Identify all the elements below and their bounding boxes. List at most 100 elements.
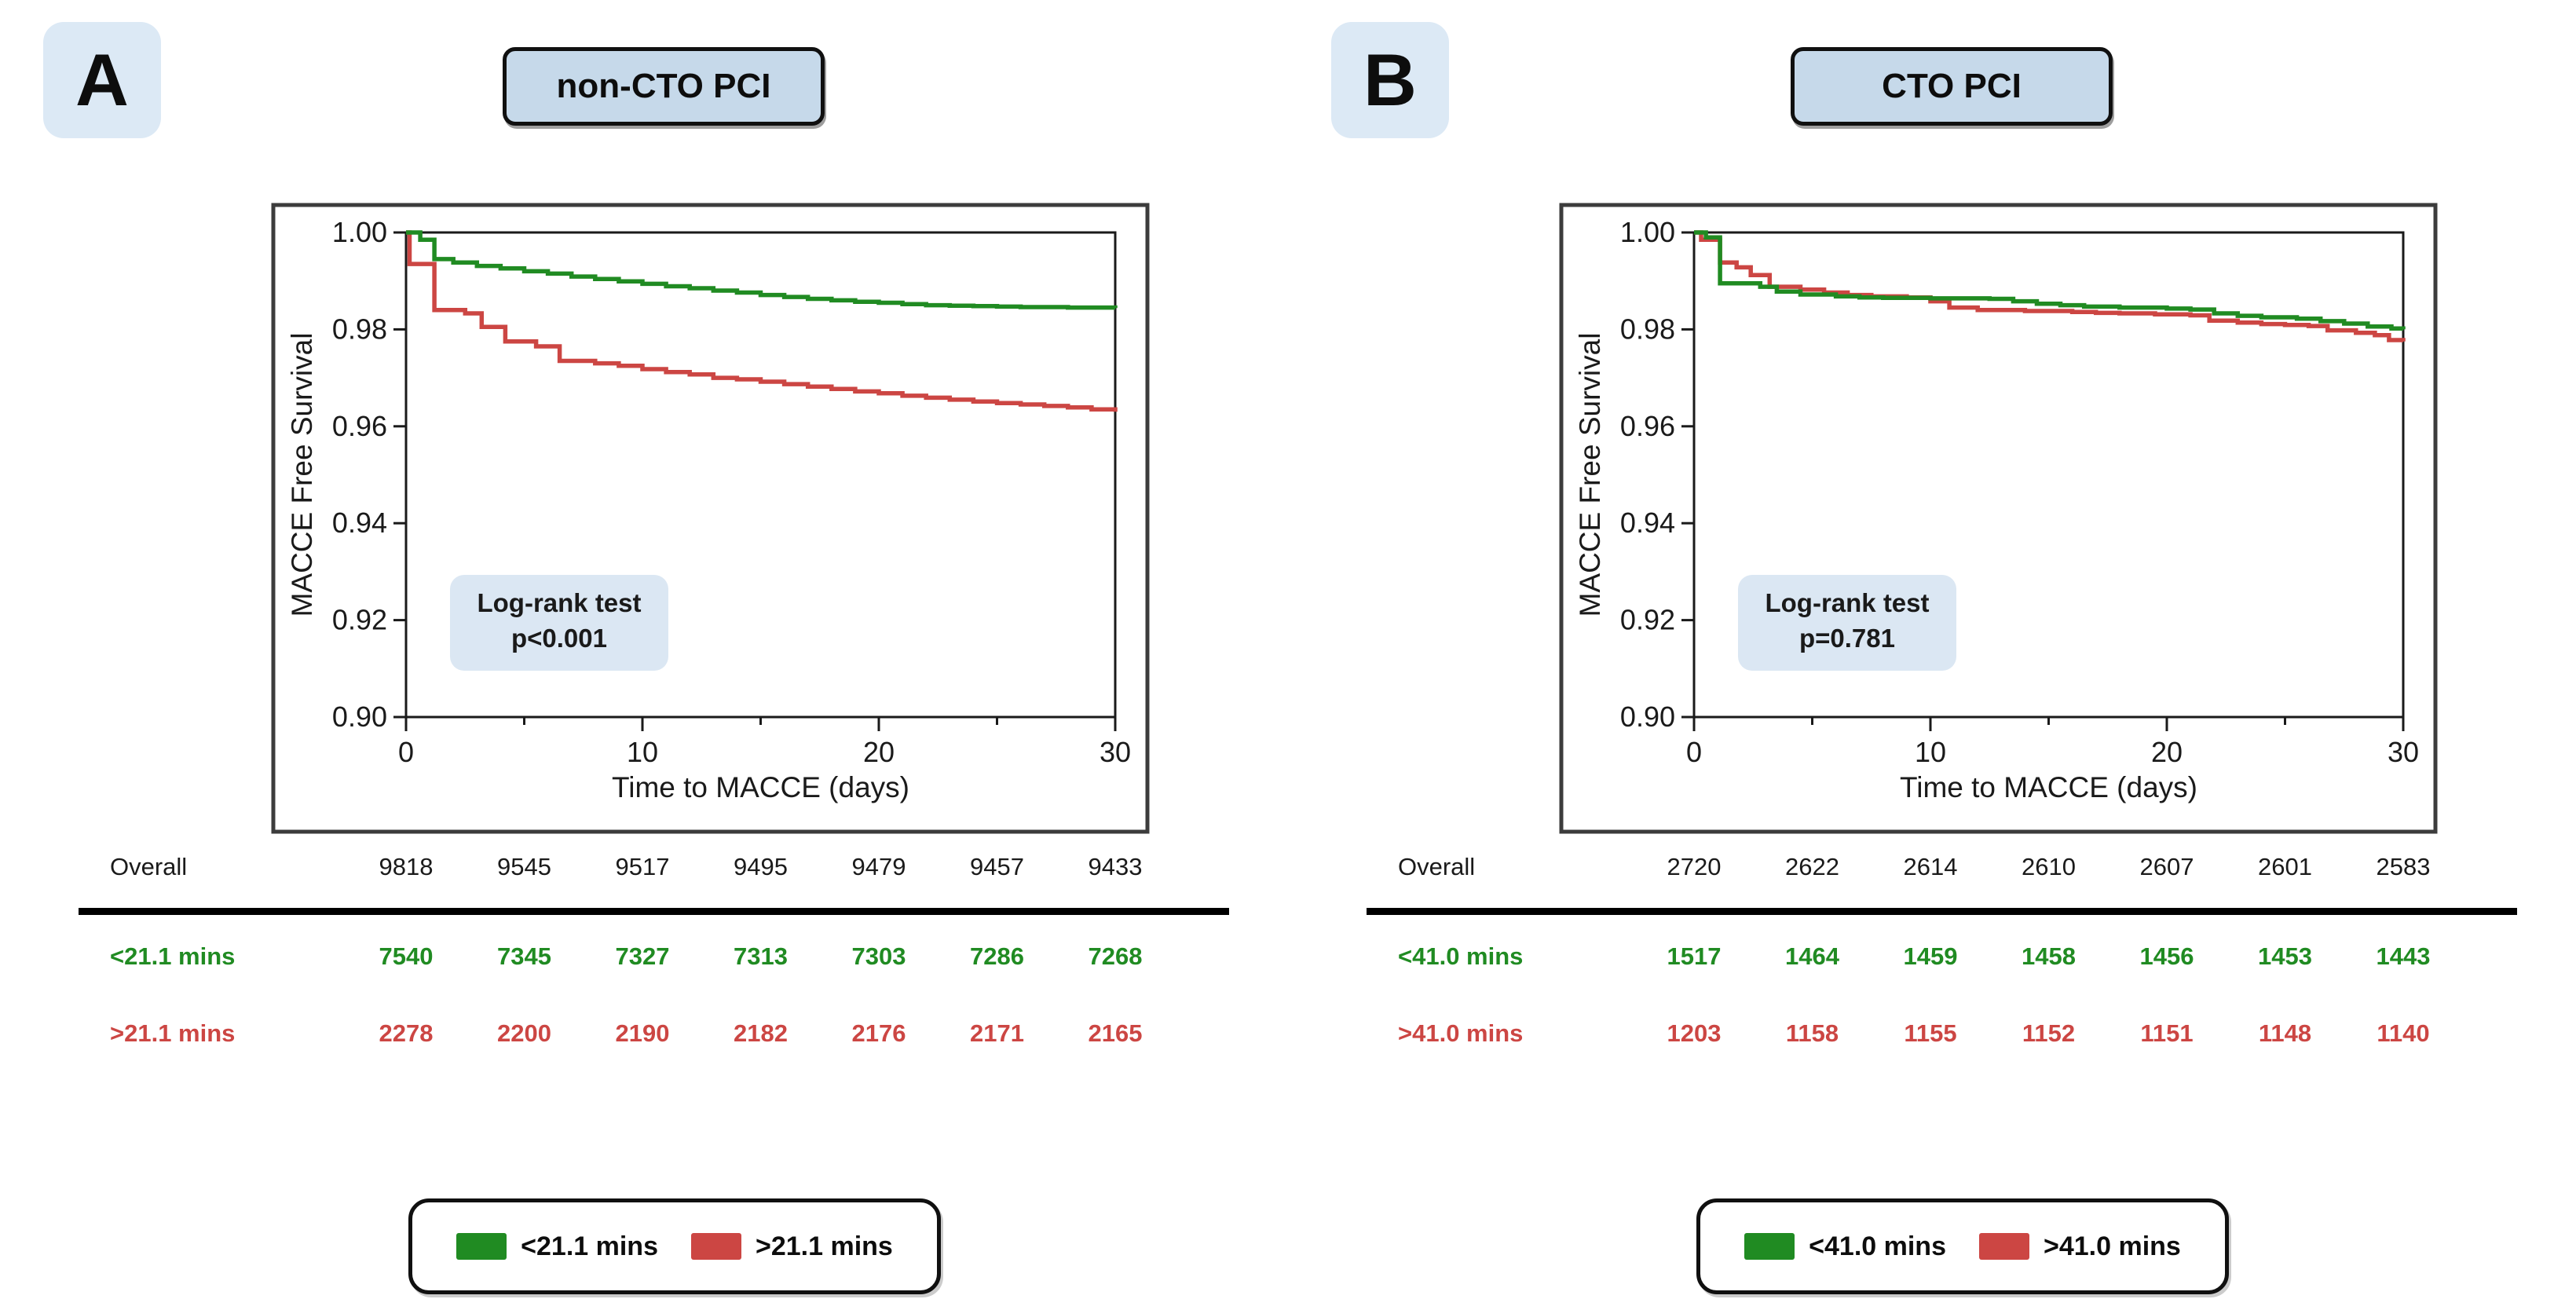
risk-count-cell: 2176 [851,1019,906,1047]
logrank-annotation-box [450,575,668,671]
panel-label-b: B [1331,22,1449,138]
risk-count-cell: 1453 [2258,942,2312,970]
y-tick-label: 0.90 [332,701,387,733]
risk-count-cell: 1456 [2139,942,2194,970]
y-tick-label: 0.98 [332,313,387,345]
risk-count-cell: 7286 [970,942,1024,970]
logrank-annotation-line2: p=0.781 [1799,624,1895,653]
risk-row-label: >41.0 mins [1398,1019,1524,1047]
x-tick-label: 20 [2151,736,2183,768]
axis-title-y: MACCE Free Survival [286,333,318,617]
risk-count-cell: 7268 [1088,942,1143,970]
x-tick-label: 30 [2388,736,2419,768]
x-tick-label: 30 [1100,736,1131,768]
legend-item: >41.0 mins [1979,1231,2181,1262]
axis-title-x: Time to MACCE (days) [612,771,909,803]
risk-count-cell: 2165 [1088,1019,1143,1047]
legend-item: <41.0 mins [1744,1231,1946,1262]
y-tick-label: 0.92 [332,604,387,636]
y-tick-label: 0.94 [332,507,387,539]
risk-count-cell: 9545 [497,853,551,880]
survival-curve-211mins [406,230,1118,412]
risk-row-label: >21.1 mins [110,1019,236,1047]
y-tick-label: 0.90 [1620,701,1675,733]
km-plot-non-cto: 1.00 0.98 0.96 0.94 0.92 0.90 0 10 20 30 MACCE Fre… [271,203,1150,834]
panel-label-a: A [43,22,161,138]
x-tick-label: 10 [627,736,658,768]
risk-count-cell: 7303 [851,942,906,970]
km-plot-cto: 1.00 0.98 0.96 0.94 0.92 0.90 0 10 20 30 MACCE Fre… [1559,203,2438,834]
x-tick-label: 0 [398,736,414,768]
risk-count-cell: 1458 [2022,942,2076,970]
risk-count-cell: 1158 [1785,1019,1839,1047]
risk-row-label: Overall [1398,853,1476,880]
survival-curve-211mins [406,230,1118,310]
risk-count-cell: 2190 [615,1019,670,1047]
logrank-annotation-line1: Log-rank test [477,588,641,617]
logrank-annotation-line1: Log-rank test [1765,588,1929,617]
risk-count-cell: 2610 [2022,853,2076,880]
y-tick-label: 0.98 [1620,313,1675,345]
axis-title-x: Time to MACCE (days) [1900,771,2197,803]
risk-count-cell: 2607 [2139,853,2194,880]
y-tick-label: 1.00 [1620,216,1675,248]
legend-item: <21.1 mins [456,1231,658,1262]
legend-label: >21.1 mins [756,1231,893,1261]
y-tick-label: 0.96 [332,410,387,442]
survival-curve-410mins [1694,230,2406,331]
risk-count-cell: 1152 [2022,1019,2076,1047]
panel-b: B CTO PCI 1.00 0.98 0.96 0.94 0.92 0.90 0 10 20 3… [1288,0,2576,1310]
risk-count-cell: 2278 [379,1019,434,1047]
risk-row-label: <41.0 mins [1398,942,1524,970]
risk-count-cell: 1464 [1785,942,1839,970]
axis-title-y: MACCE Free Survival [1574,333,1606,617]
risk-count-cell: 7313 [734,942,788,970]
logrank-annotation-box [1738,575,1956,671]
y-tick-label: 0.94 [1620,507,1675,539]
risk-count-cell: 1148 [2258,1019,2312,1047]
risk-row-label: <21.1 mins [110,942,236,970]
survival-curve-410mins [1694,230,2406,342]
risk-count-cell: 2583 [2376,853,2431,880]
risk-count-cell: 1443 [2376,942,2431,970]
legend-label: <41.0 mins [1809,1231,1946,1261]
risk-count-cell: 2171 [970,1019,1024,1047]
panel-title-a: non-CTO PCI [503,47,825,126]
y-tick-label: 0.92 [1620,604,1675,636]
risk-count-cell: 1203 [1667,1019,1722,1047]
y-tick-label: 1.00 [332,216,387,248]
risk-count-cell: 1517 [1667,942,1722,970]
legend-b: <41.0 mins >41.0 mins [1696,1198,2229,1294]
y-tick-label: 0.96 [1620,410,1675,442]
legend-swatch-icon [1744,1233,1795,1260]
legend-swatch-icon [456,1233,507,1260]
risk-count-cell: 2601 [2258,853,2312,880]
risk-count-cell: 9479 [851,853,906,880]
risk-count-cell: 2200 [497,1019,551,1047]
risk-table-divider [1367,908,2517,915]
legend-swatch-icon [691,1233,741,1260]
risk-count-cell: 2614 [1903,853,1958,880]
risk-count-cell: 1459 [1903,942,1958,970]
panel-a: A non-CTO PCI 1.00 0.98 0.96 0.94 0.92 0.90 0 1… [43,22,1229,1294]
x-tick-label: 20 [863,736,895,768]
risk-count-cell: 9457 [970,853,1024,880]
risk-count-cell: 9495 [734,853,788,880]
risk-count-cell: 9517 [615,853,670,880]
risk-count-cell: 7540 [379,942,434,970]
legend-a: <21.1 mins >21.1 mins [408,1198,941,1294]
risk-count-cell: 2720 [1667,853,1722,880]
risk-count-cell: 1151 [2140,1019,2194,1047]
legend-item: >21.1 mins [691,1231,893,1262]
risk-count-cell: 9433 [1088,853,1143,880]
risk-count-cell: 1155 [1904,1019,1957,1047]
risk-table-divider [79,908,1229,915]
risk-count-cell: 7345 [497,942,551,970]
x-tick-label: 0 [1686,736,1702,768]
logrank-annotation-line2: p<0.001 [511,624,607,653]
risk-count-cell: 9818 [379,853,434,880]
panel-title-b: CTO PCI [1791,47,2113,126]
risk-count-cell: 1140 [2377,1019,2430,1047]
risk-count-cell: 2182 [734,1019,788,1047]
